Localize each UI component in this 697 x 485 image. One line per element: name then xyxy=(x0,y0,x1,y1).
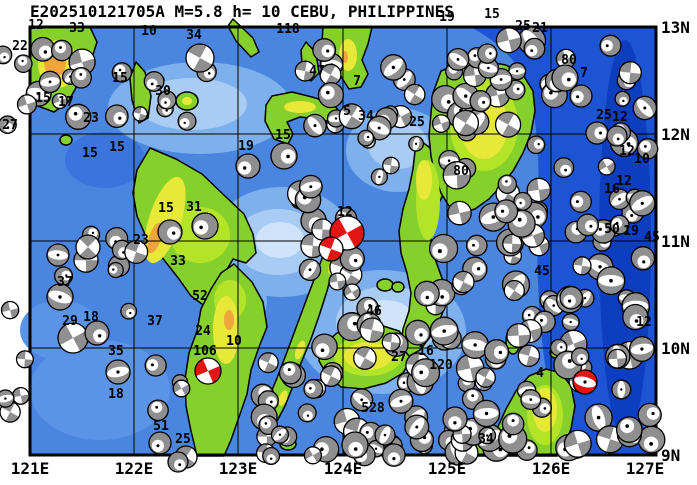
lon-tick-label: 126E xyxy=(532,459,571,478)
depth-label: 12 xyxy=(337,205,353,220)
lon-tick-label: 125E xyxy=(428,459,467,478)
axis-label-layer: 121E 122E 123E 124E 125E 126E 127E 13N 12N 11N 10N… xyxy=(11,18,690,478)
lon-tick-label: 123E xyxy=(219,459,258,478)
depth-label: 25 xyxy=(596,108,612,123)
depth-label: 12 xyxy=(636,315,652,330)
depth-label: 18 xyxy=(83,310,99,325)
depth-label: 29 xyxy=(62,314,78,329)
depth-label: 45 xyxy=(644,230,660,245)
depth-label: 80 xyxy=(561,53,577,68)
island-semirara xyxy=(59,134,73,146)
map-title: E202510121705A M=5.8 h= 10 CEBU, PHILIPP… xyxy=(30,2,454,21)
depth-label: 10 xyxy=(634,152,650,167)
depth-label: 15 xyxy=(82,146,98,161)
depth-label: 10 xyxy=(226,334,242,349)
depth-label: 19 xyxy=(238,139,254,154)
depth-label: 10 xyxy=(141,24,157,39)
depth-label: 45 xyxy=(534,264,550,279)
depth-label: 30 xyxy=(155,84,171,99)
island-camotes-1 xyxy=(376,278,394,292)
depth-label: 23 xyxy=(83,111,99,126)
depth-label: 27 xyxy=(2,118,18,133)
island-camotes-2 xyxy=(391,281,405,293)
depth-label: 25 xyxy=(515,19,531,34)
depth-label: 106 xyxy=(193,344,217,359)
lat-tick-label: 9N xyxy=(661,446,680,465)
depth-label: 51 xyxy=(153,419,169,434)
depth-label: 22 xyxy=(12,39,28,54)
depth-label: 5 xyxy=(343,104,351,119)
depth-label: 118 xyxy=(276,22,300,37)
event-mechanism-layer xyxy=(194,215,598,395)
depth-label: 12 xyxy=(619,144,635,159)
depth-label: 19 xyxy=(439,10,455,25)
depth-label: 47 xyxy=(309,64,325,79)
depth-label: 46 xyxy=(366,304,382,319)
depth-label: 25 xyxy=(175,432,191,447)
depth-label: 12 xyxy=(616,174,632,189)
depth-label: 17 xyxy=(58,95,74,110)
depth-label: 120 xyxy=(429,358,453,373)
depth-label: 15 xyxy=(275,128,291,143)
depth-label: 27 xyxy=(391,350,407,365)
depth-label: 34 xyxy=(186,28,202,43)
depth-label: 7 xyxy=(353,74,361,89)
depth-label: 4 xyxy=(536,366,544,381)
map-frame xyxy=(28,25,658,457)
depth-label: 25 xyxy=(409,115,425,130)
depth-label: 37 xyxy=(57,275,73,290)
depth-label: 33 xyxy=(170,254,186,269)
depth-label: 21 xyxy=(532,21,548,36)
lat-tick-label: 11N xyxy=(661,232,690,251)
lon-tick-label: 122E xyxy=(115,459,154,478)
depth-label: 35 xyxy=(108,344,124,359)
depth-label: 7 xyxy=(580,66,588,81)
depth-label: 33 xyxy=(69,21,85,36)
depth-label: 12 xyxy=(28,18,44,33)
depth-label: 34 xyxy=(478,432,494,447)
depth-label: 12 xyxy=(612,110,628,125)
depth-label: 15 xyxy=(484,7,500,22)
depth-label: 528 xyxy=(361,401,385,416)
depth-label: 15 xyxy=(112,71,128,86)
depth-label: 50 xyxy=(604,222,620,237)
lat-tick-label: 12N xyxy=(661,125,690,144)
lon-tick-label: 127E xyxy=(626,459,665,478)
depth-label: 52 xyxy=(192,289,208,304)
depth-label: 18 xyxy=(108,387,124,402)
depth-label: 15 xyxy=(35,91,51,106)
depth-label: 37 xyxy=(147,314,163,329)
depth-label: 16 xyxy=(418,344,434,359)
depth-label: 34 xyxy=(358,109,374,124)
depth-label: 31 xyxy=(186,200,202,215)
depth-label: 19 xyxy=(623,224,639,239)
depth-label: 23 xyxy=(133,233,149,248)
depth-label: 16 xyxy=(604,182,620,197)
lon-tick-label: 121E xyxy=(11,459,50,478)
lat-tick-label: 10N xyxy=(661,339,690,358)
depth-label: 80 xyxy=(453,164,469,179)
depth-label: 15 xyxy=(109,140,125,155)
lon-tick-label: 124E xyxy=(324,459,363,478)
depth-label: 15 xyxy=(158,201,174,216)
depth-label: 24 xyxy=(195,324,211,339)
lat-tick-label: 13N xyxy=(661,18,690,37)
